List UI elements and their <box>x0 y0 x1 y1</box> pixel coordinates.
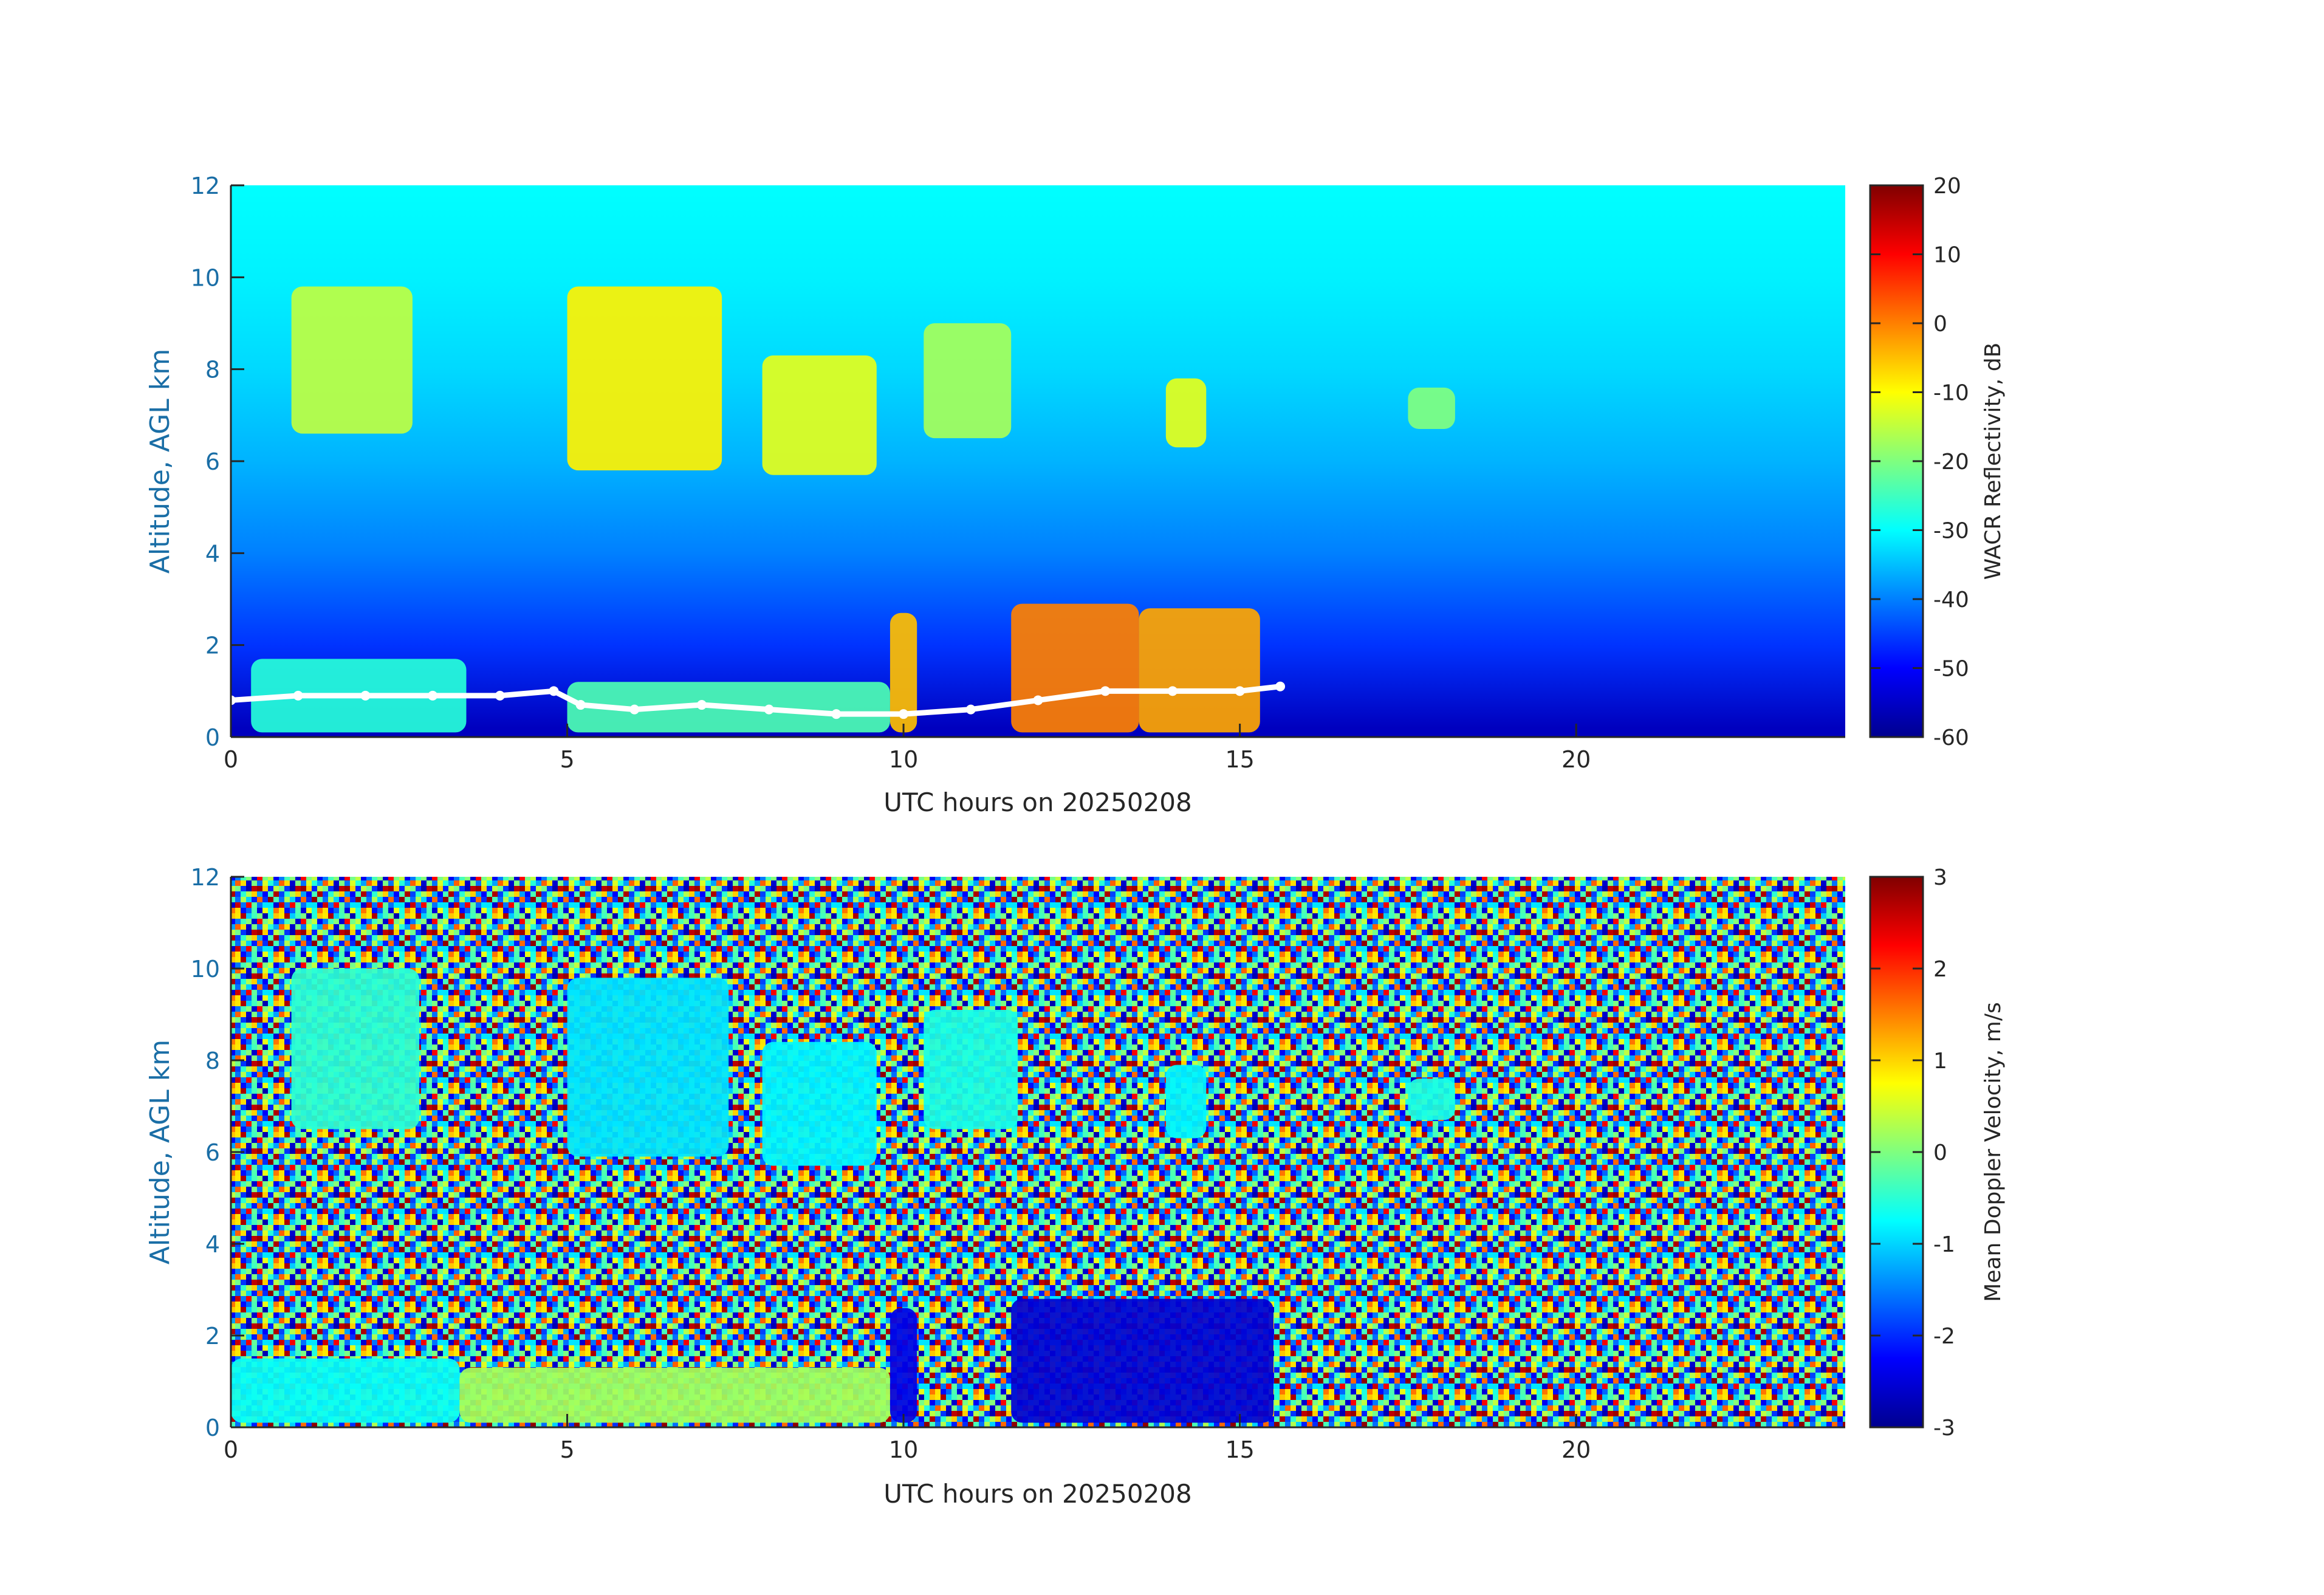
y-tick-label: 0 <box>205 1415 220 1441</box>
colorbar-tick-label: -10 <box>1933 381 1969 406</box>
cloud-base-segment <box>1239 684 1281 694</box>
velocity-y-axis-label: Altitude, AGL km <box>145 1040 176 1264</box>
cloud-region <box>1011 1298 1273 1423</box>
velocity-x-axis-label: UTC hours on 20250208 <box>883 1479 1192 1509</box>
x-tick-label: 20 <box>1561 1436 1591 1463</box>
cloud-region <box>924 1009 1018 1130</box>
x-tick-label: 5 <box>560 1436 574 1463</box>
reflectivity-x-ticks: 0 5 10 15 20 <box>224 724 1591 773</box>
y-tick-label: 2 <box>205 1323 220 1350</box>
cloud-base-segment <box>903 707 972 717</box>
reflectivity-cloud-layer <box>251 286 1455 733</box>
reflectivity-colorbar-ticks: 20 10 0 -10 -20 -30 -40 -50 -60 <box>1870 174 1969 750</box>
velocity-colorbar-label: Mean Doppler Velocity, m/s <box>1981 1002 2006 1302</box>
y-tick-label: 4 <box>205 1231 220 1258</box>
y-tick-label: 0 <box>205 724 220 751</box>
colorbar-tick-label: -30 <box>1933 519 1969 544</box>
velocity-x-ticks: 0 5 10 15 20 <box>224 1414 1591 1463</box>
reflectivity-y-ticks: 0 2 4 6 8 10 12 <box>191 173 244 751</box>
cloud-base-segment <box>970 698 1039 713</box>
cloud-base-segment <box>769 707 837 717</box>
cloud-base-segment <box>701 702 769 713</box>
cloud-base-segment <box>1037 688 1106 703</box>
x-tick-label: 5 <box>560 746 574 773</box>
reflectivity-y-axis-label: Altitude, AGL km <box>145 349 176 574</box>
cloud-base-segment <box>634 702 702 713</box>
x-tick-label: 15 <box>1225 1436 1254 1463</box>
cloud-region <box>762 1041 877 1166</box>
cloud-region <box>1139 608 1260 733</box>
cloud-base-segment <box>499 688 554 699</box>
cloud-region <box>291 969 419 1130</box>
colorbar-tick-label: -2 <box>1933 1324 1955 1349</box>
cloud-region <box>889 612 917 733</box>
y-tick-label: 2 <box>205 633 220 659</box>
colorbar-tick-label: 10 <box>1933 243 1961 268</box>
cloud-base-segment <box>230 693 299 703</box>
y-tick-label: 6 <box>205 448 220 475</box>
reflectivity-colorbar-label: WACR Reflectivity, dB <box>1981 343 2006 580</box>
x-tick-label: 20 <box>1561 746 1591 773</box>
cloud-region <box>924 323 1012 439</box>
cloud-region <box>567 978 729 1157</box>
velocity-colorbar-ticks: 3 2 1 0 -1 -2 -3 <box>1870 865 1955 1441</box>
reflectivity-panel: 0 5 10 15 20 0 2 4 6 8 10 12 UTC hours on 20250208… <box>145 173 2006 817</box>
colorbar-tick-label: -1 <box>1933 1232 1955 1257</box>
cloud-base-overlay <box>226 681 1286 719</box>
colorbar-tick-label: -3 <box>1933 1416 1955 1441</box>
cloud-region <box>567 286 722 471</box>
cloud-region <box>1165 1065 1207 1139</box>
colorbar-tick-label: 1 <box>1933 1049 1947 1074</box>
x-tick-label: 0 <box>224 1436 238 1463</box>
y-tick-label: 8 <box>205 357 220 383</box>
x-tick-label: 10 <box>889 1436 918 1463</box>
y-tick-label: 12 <box>191 173 220 199</box>
colorbar-tick-label: 20 <box>1933 174 1961 199</box>
y-tick-label: 6 <box>205 1139 220 1166</box>
colorbar-tick-label: -50 <box>1933 657 1969 682</box>
cloud-region <box>459 1367 890 1423</box>
cloud-base-segment <box>580 702 635 713</box>
colorbar-tick-label: 0 <box>1933 1141 1947 1165</box>
cloud-region <box>889 1308 917 1423</box>
cloud-region <box>291 286 413 434</box>
colorbar-tick-label: 0 <box>1933 312 1947 337</box>
colorbar-tick-label: 2 <box>1933 957 1947 982</box>
velocity-y-ticks: 0 2 4 6 8 10 12 <box>191 864 244 1441</box>
cloud-region <box>1165 378 1207 448</box>
cloud-region <box>1011 603 1139 733</box>
cloud-region <box>1408 1079 1455 1120</box>
cloud-region <box>1408 387 1455 430</box>
cloud-base-segment <box>552 688 582 708</box>
y-tick-label: 12 <box>191 864 220 891</box>
colorbar-tick-label: -40 <box>1933 588 1969 612</box>
x-tick-label: 15 <box>1225 746 1254 773</box>
reflectivity-x-axis-label: UTC hours on 20250208 <box>883 787 1192 817</box>
colorbar-tick-label: -60 <box>1933 725 1969 750</box>
cloud-region <box>231 1358 460 1423</box>
velocity-cloud-layer <box>231 969 1455 1423</box>
cloud-region <box>762 355 877 475</box>
x-tick-label: 10 <box>889 746 918 773</box>
y-tick-label: 10 <box>191 956 220 983</box>
y-tick-label: 4 <box>205 540 220 567</box>
colorbar-tick-label: -20 <box>1933 450 1969 475</box>
cloud-base-point <box>1275 681 1286 691</box>
y-tick-label: 8 <box>205 1048 220 1074</box>
x-tick-label: 0 <box>224 746 238 773</box>
y-tick-label: 10 <box>191 264 220 291</box>
colorbar-tick-label: 3 <box>1933 865 1947 890</box>
